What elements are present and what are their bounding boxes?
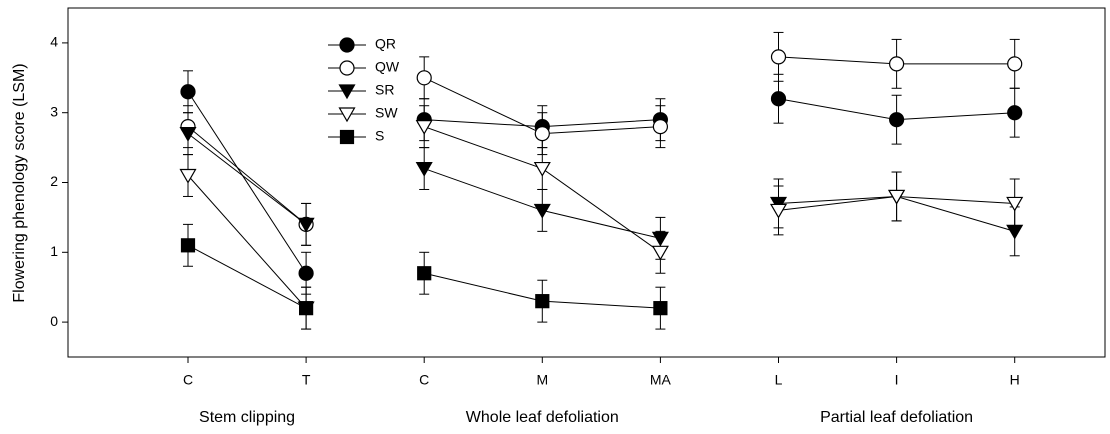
x-tick-label: H — [1010, 372, 1020, 388]
data-point — [770, 91, 787, 107]
x-tick-label: MA — [650, 372, 672, 388]
y-tick-label: 4 — [50, 34, 58, 50]
x-tick-label: C — [183, 372, 193, 388]
data-point — [651, 245, 669, 261]
y-tick-label: 3 — [50, 103, 58, 119]
data-point — [535, 294, 550, 309]
group-label: Stem clipping — [199, 409, 295, 426]
data-point — [299, 301, 314, 316]
y-tick-label: 0 — [50, 313, 58, 329]
legend-marker — [338, 107, 356, 123]
data-point — [653, 301, 668, 316]
data-point — [1007, 56, 1023, 72]
legend-label: QW — [375, 59, 400, 75]
plot-frame — [67, 7, 1106, 358]
data-point — [179, 168, 197, 184]
data-point — [534, 126, 550, 142]
legend-marker — [339, 37, 355, 53]
data-point — [533, 203, 551, 219]
data-point — [1006, 224, 1024, 240]
series-line — [187, 126, 307, 225]
data-point — [415, 120, 433, 135]
series-line — [187, 244, 307, 309]
legend-marker — [338, 84, 356, 100]
data-point — [769, 203, 788, 219]
legend-label: SW — [375, 105, 398, 121]
data-point — [179, 127, 197, 142]
data-point — [297, 217, 315, 233]
legend-label: SR — [375, 82, 394, 98]
x-tick-label: M — [536, 372, 548, 388]
data-point — [770, 49, 787, 65]
data-point — [180, 84, 196, 100]
data-point — [298, 265, 314, 281]
legend-marker — [339, 129, 355, 145]
legend-marker — [339, 60, 355, 76]
series-line — [187, 133, 307, 225]
legend-label: QR — [375, 36, 396, 52]
series-line — [187, 175, 307, 309]
x-tick-label: L — [775, 372, 783, 388]
group-label: Partial leaf defoliation — [820, 409, 973, 426]
series-line — [187, 91, 307, 274]
group-label: Whole leaf defoliation — [466, 409, 619, 426]
data-point — [888, 189, 906, 205]
data-point — [415, 161, 433, 177]
data-point — [416, 70, 432, 86]
data-point — [417, 266, 432, 281]
data-point — [652, 119, 669, 135]
x-tick-label: T — [302, 372, 311, 388]
data-point — [533, 161, 551, 177]
x-tick-label: I — [895, 372, 899, 388]
y-tick-label: 2 — [50, 173, 58, 189]
data-point — [180, 238, 196, 253]
legend-label: S — [375, 128, 384, 144]
data-point — [1007, 105, 1023, 121]
data-point — [888, 112, 905, 128]
x-tick-label: C — [419, 372, 429, 388]
data-point — [651, 231, 669, 247]
data-point — [888, 56, 905, 72]
y-axis-label: Flowering phenology score (LSM) — [11, 63, 28, 302]
data-point — [1006, 196, 1024, 212]
y-tick-label: 1 — [50, 243, 58, 259]
